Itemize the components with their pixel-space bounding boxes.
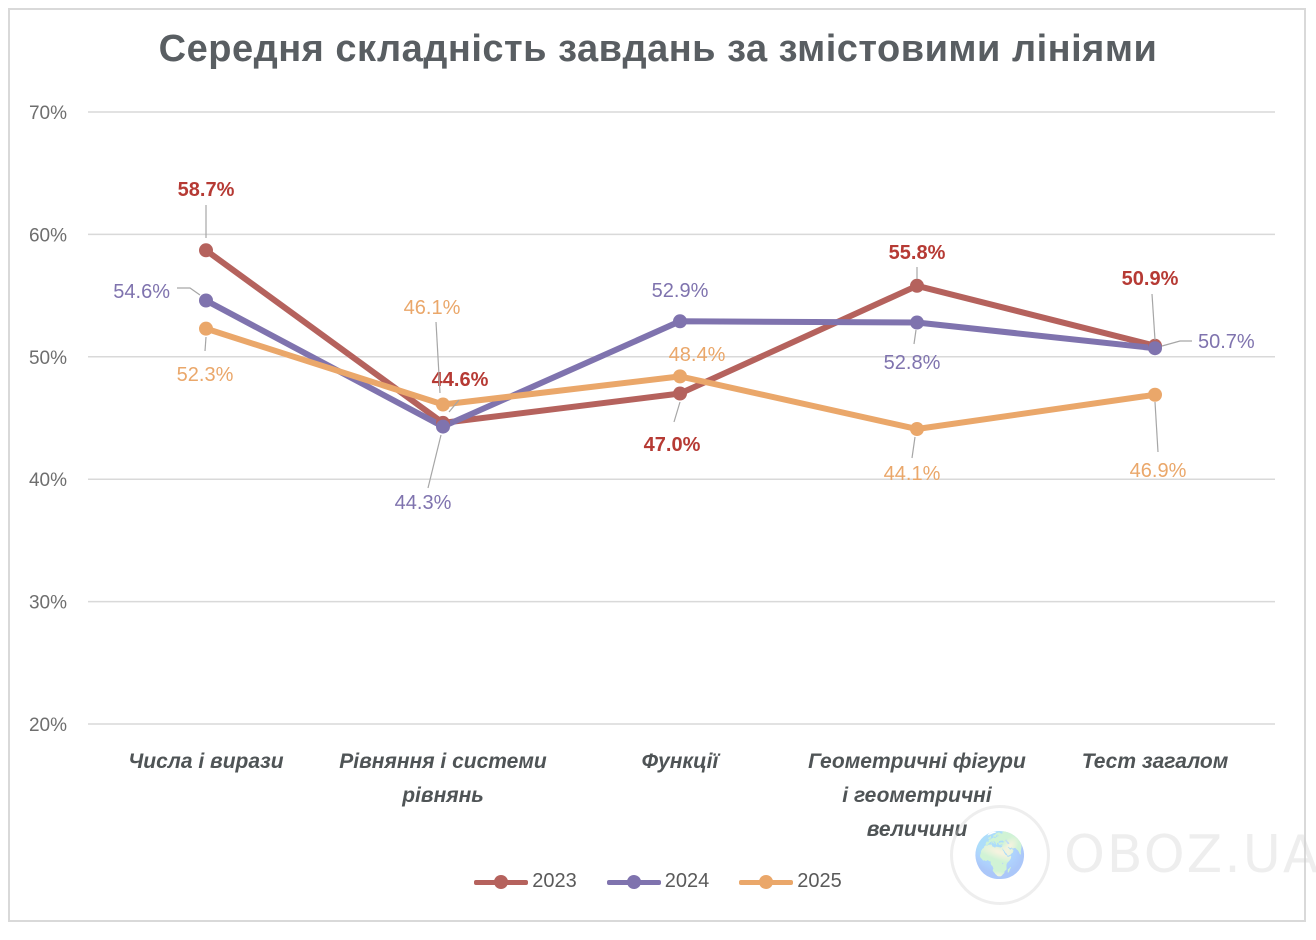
watermark: 🌍 OBOZ.UA (950, 805, 1316, 905)
chart-title: Середня складність завдань за змістовими… (158, 28, 1158, 70)
data-point-2025 (199, 321, 213, 336)
legend-swatch (606, 874, 661, 889)
legend-item-2023: 2023 (474, 870, 577, 893)
leader-line (913, 329, 917, 345)
data-label-2025: 48.4% (669, 344, 726, 366)
leader-line (435, 321, 441, 394)
x-tick-label: рівнянь (401, 784, 484, 807)
data-point-2024 (673, 314, 687, 329)
data-label-2023: 47.0% (644, 434, 701, 456)
y-tick-label: 50% (29, 348, 67, 369)
globe-icon: 🌍 (950, 805, 1050, 905)
x-tick-label: величини (867, 818, 968, 841)
x-tick-label: і геометричні (842, 784, 993, 807)
data-label-2024: 54.6% (113, 281, 170, 303)
data-label-2024: 50.7% (1198, 331, 1255, 353)
data-label-2024: 52.9% (652, 280, 709, 302)
leader-line (177, 287, 201, 296)
y-tick-label: 60% (29, 225, 67, 246)
data-point-2025 (673, 369, 687, 384)
leader-line (204, 336, 207, 352)
data-label-2023: 55.8% (889, 242, 946, 264)
data-label-2025: 52.3% (177, 364, 234, 386)
legend-label: 2023 (532, 870, 577, 892)
data-point-2024 (199, 293, 213, 308)
y-tick-label: 40% (29, 470, 67, 491)
x-tick-label: Тест загалом (1082, 750, 1229, 773)
x-tick-label: Геометричні фігури (808, 750, 1026, 773)
leader-line (448, 399, 460, 413)
legend-swatch (474, 874, 529, 889)
data-point-2023 (673, 386, 687, 401)
legend-label: 2025 (797, 870, 842, 892)
data-label-2024: 44.3% (395, 492, 452, 514)
x-tick-label: Числа і вирази (128, 750, 283, 773)
legend-swatch (739, 874, 794, 889)
watermark-text: OBOZ.UA (1064, 825, 1316, 885)
data-label-2023: 58.7% (178, 179, 235, 201)
chart-frame (8, 8, 1306, 922)
data-point-2023 (910, 278, 924, 293)
data-point-2025 (1148, 387, 1162, 402)
y-tick-label: 30% (29, 593, 67, 614)
data-point-2025 (436, 397, 450, 412)
data-point-2024 (910, 315, 924, 330)
legend-item-2024: 2024 (606, 870, 710, 893)
leader-line (1151, 293, 1156, 341)
data-label-2023: 44.6% (432, 369, 489, 391)
data-point-2025 (910, 422, 924, 437)
leader-line (673, 401, 681, 423)
leader-line (1154, 401, 1159, 453)
x-tick-label: Рівняння і системи (339, 750, 547, 773)
legend-item-2025: 2025 (739, 870, 842, 893)
leader-line (427, 434, 442, 489)
data-label-2024: 52.8% (884, 352, 941, 374)
leader-line (1161, 340, 1192, 347)
legend: 2023 2024 2025 (0, 870, 1316, 893)
data-point-2024 (436, 419, 450, 434)
y-tick-label: 70% (29, 103, 67, 124)
y-tick-label: 20% (29, 715, 67, 736)
leader-line (911, 436, 916, 459)
x-tick-label: Функції (642, 750, 721, 773)
data-label-2025: 44.1% (884, 463, 941, 485)
data-point-2024 (1148, 341, 1162, 356)
data-point-2023 (199, 243, 213, 258)
data-label-2025: 46.9% (1130, 460, 1187, 482)
legend-label: 2024 (664, 870, 710, 892)
data-label-2023: 50.9% (1122, 268, 1179, 290)
data-label-2025: 46.1% (404, 297, 461, 319)
